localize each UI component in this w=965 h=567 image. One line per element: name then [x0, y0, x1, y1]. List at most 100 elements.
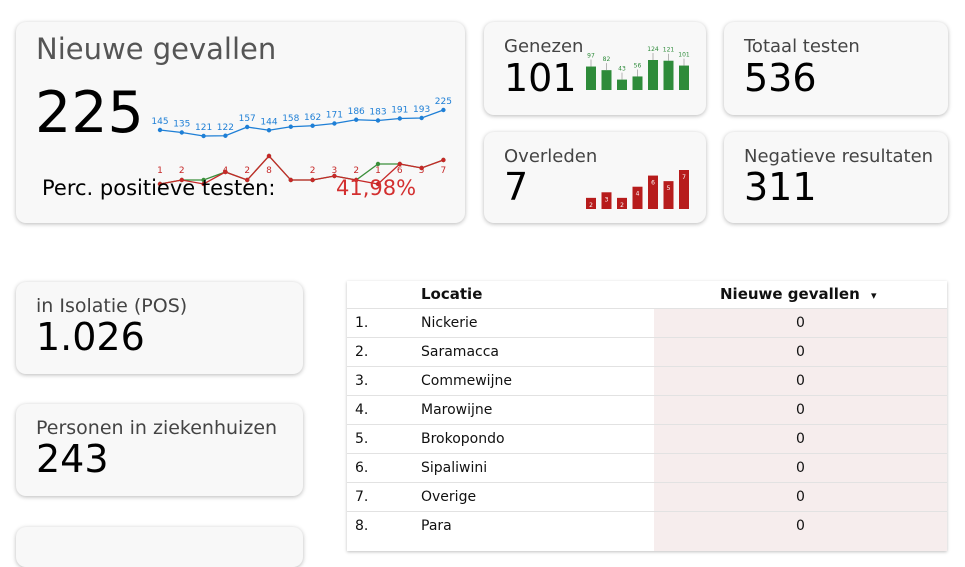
- table-row[interactable]: 5. Brokopondo 0: [347, 424, 947, 454]
- bar: [586, 197, 596, 209]
- data-point: [245, 124, 250, 130]
- data-label: 8: [266, 166, 272, 176]
- bar-label: 101: [678, 52, 690, 59]
- bar: [601, 70, 612, 90]
- bar-label: 56: [634, 62, 642, 69]
- data-point: [288, 177, 293, 183]
- data-label: 4: [223, 166, 229, 176]
- isolatie-title: in Isolatie (POS): [36, 295, 188, 317]
- bar: [663, 181, 674, 209]
- bar-label: 82: [603, 56, 611, 63]
- data-label: 193: [413, 105, 430, 115]
- bar: [663, 60, 674, 90]
- bar-label: 2: [620, 202, 624, 209]
- bar: [632, 186, 643, 209]
- row-nieuwe-gevallen: 0: [796, 460, 805, 476]
- genezen-title: Genezen: [504, 36, 584, 57]
- data-point: [397, 116, 402, 121]
- data-point: [441, 107, 446, 113]
- data-label: 135: [173, 120, 190, 130]
- bar-label: 2: [589, 202, 593, 209]
- data-label: 2: [244, 166, 250, 176]
- data-label: 158: [282, 114, 299, 124]
- genezen-value: 101: [504, 56, 577, 100]
- locatie-table: Locatie Nieuwe gevallen ▾ 1. Nickerie 0 2. S…: [347, 281, 947, 551]
- table-row[interactable]: 2. Saramacca 0: [347, 337, 947, 367]
- row-rank: 7.: [355, 489, 369, 505]
- data-point: [310, 123, 315, 128]
- data-point: [201, 133, 206, 139]
- col-header-locatie[interactable]: Locatie: [421, 285, 483, 303]
- data-label: 1: [375, 166, 381, 176]
- row-nieuwe-gevallen: 0: [796, 344, 805, 360]
- row-rank: 2.: [355, 344, 369, 360]
- data-point: [266, 128, 272, 133]
- bar: [617, 79, 627, 90]
- data-point: [179, 177, 184, 183]
- negatieve-value: 311: [744, 165, 817, 209]
- bar: [679, 170, 689, 209]
- data-point: [332, 121, 337, 126]
- data-label: 121: [195, 123, 212, 133]
- table-row[interactable]: 6. Sipaliwini 0: [347, 453, 947, 483]
- table-row[interactable]: 3. Commewijne 0: [347, 366, 947, 396]
- col-header-nieuwe-gevallen-label: Nieuwe gevallen: [720, 285, 860, 303]
- data-label: 183: [369, 108, 386, 118]
- table-row[interactable]: 4. Marowijne 0: [347, 395, 947, 425]
- ziekenhuizen-value: 243: [36, 437, 109, 481]
- data-point: [375, 161, 381, 167]
- data-point: [310, 177, 315, 183]
- card-partial-bottom: [16, 527, 303, 567]
- nieuwe-gevallen-title: Nieuwe gevallen: [36, 32, 277, 66]
- col-header-nieuwe-gevallen[interactable]: Nieuwe gevallen ▾: [720, 285, 877, 303]
- table-row[interactable]: 8. Para 0: [347, 511, 947, 541]
- bar: [648, 60, 658, 90]
- bar-label: 124: [647, 46, 659, 53]
- negatieve-title: Negatieve resultaten: [744, 146, 934, 167]
- row-locatie: Marowijne: [421, 402, 493, 418]
- sort-descending-icon[interactable]: ▾: [870, 289, 877, 302]
- overleden-value: 7: [504, 165, 529, 209]
- overleden-title: Overleden: [504, 146, 598, 167]
- row-nieuwe-gevallen: 0: [796, 402, 805, 418]
- data-label: 144: [260, 117, 277, 127]
- row-rank: 5.: [355, 431, 369, 447]
- row-locatie: Overige: [421, 489, 477, 505]
- bar: [632, 76, 643, 90]
- card-genezen: Genezen 101 97 82 43 56 124 121 101: [484, 22, 706, 115]
- bar-label: 4: [636, 191, 640, 198]
- data-label: 1: [157, 166, 163, 176]
- data-label: 225: [435, 97, 452, 107]
- totaal-testen-value: 536: [744, 56, 817, 100]
- data-label: 122: [217, 123, 234, 133]
- data-point: [201, 177, 206, 183]
- overleden-barchart: 2 3 2 4 6 5 7: [586, 170, 689, 209]
- row-rank: 1.: [355, 315, 369, 331]
- data-point: [354, 177, 359, 183]
- data-point: [157, 127, 163, 133]
- data-point: [266, 153, 272, 159]
- data-label: 6: [397, 166, 403, 176]
- table-row[interactable]: 7. Overige 0: [347, 482, 947, 512]
- row-nieuwe-gevallen: 0: [796, 315, 805, 331]
- data-point: [223, 133, 228, 138]
- data-label: 5: [419, 166, 425, 176]
- data-point: [419, 115, 424, 121]
- bar: [648, 175, 658, 209]
- card-nieuwe-gevallen: Nieuwe gevallen 225 145 135 121 122 157 144 15…: [16, 22, 465, 223]
- bar-label: 3: [605, 196, 609, 203]
- ziekenhuizen-title: Personen in ziekenhuizen: [36, 417, 278, 439]
- data-point: [332, 173, 337, 179]
- data-point: [375, 118, 381, 123]
- row-rank: 8.: [355, 518, 369, 534]
- table-row[interactable]: 1. Nickerie 0: [347, 308, 947, 338]
- data-point: [375, 181, 381, 187]
- bar-label: 97: [587, 53, 595, 60]
- row-nieuwe-gevallen: 0: [796, 373, 805, 389]
- data-point: [245, 177, 250, 183]
- bar-label: 43: [618, 66, 626, 73]
- data-point: [441, 157, 446, 163]
- data-label: 145: [151, 117, 168, 127]
- row-nieuwe-gevallen: 0: [796, 518, 805, 534]
